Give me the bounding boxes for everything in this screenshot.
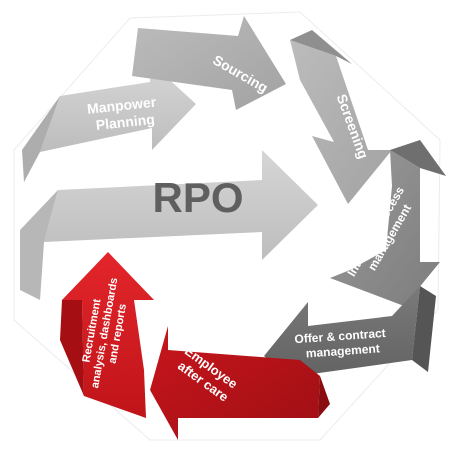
- center-label: RPO: [152, 174, 243, 221]
- screening-fold: [290, 30, 352, 64]
- manpower-planning-arrow: [40, 62, 196, 152]
- rpo-center-arrow: [44, 150, 318, 260]
- manpower-fold: [22, 96, 60, 182]
- employee-fold: [318, 376, 330, 418]
- label-line: Manpower: [86, 94, 157, 117]
- label-line: Planning: [95, 111, 155, 133]
- recruitment-arrow: [62, 252, 154, 418]
- label-line: management: [305, 341, 380, 360]
- step-label-offer-contract-management: Offer & contract management: [294, 326, 390, 362]
- step-label-manpower-planning: Manpower Planning: [86, 93, 162, 133]
- screening-arrow: [290, 40, 392, 204]
- rpo-left-fold: [20, 190, 58, 300]
- label-line: Offer & contract: [294, 326, 386, 346]
- interview-arrow: [330, 150, 440, 306]
- offer-fold: [412, 286, 436, 372]
- interview-fold: [390, 140, 446, 176]
- octagon-outline: [13, 11, 441, 441]
- sourcing-arrow: [132, 16, 286, 110]
- recruitment-fold: [60, 300, 84, 396]
- employee-arrow: [150, 326, 320, 440]
